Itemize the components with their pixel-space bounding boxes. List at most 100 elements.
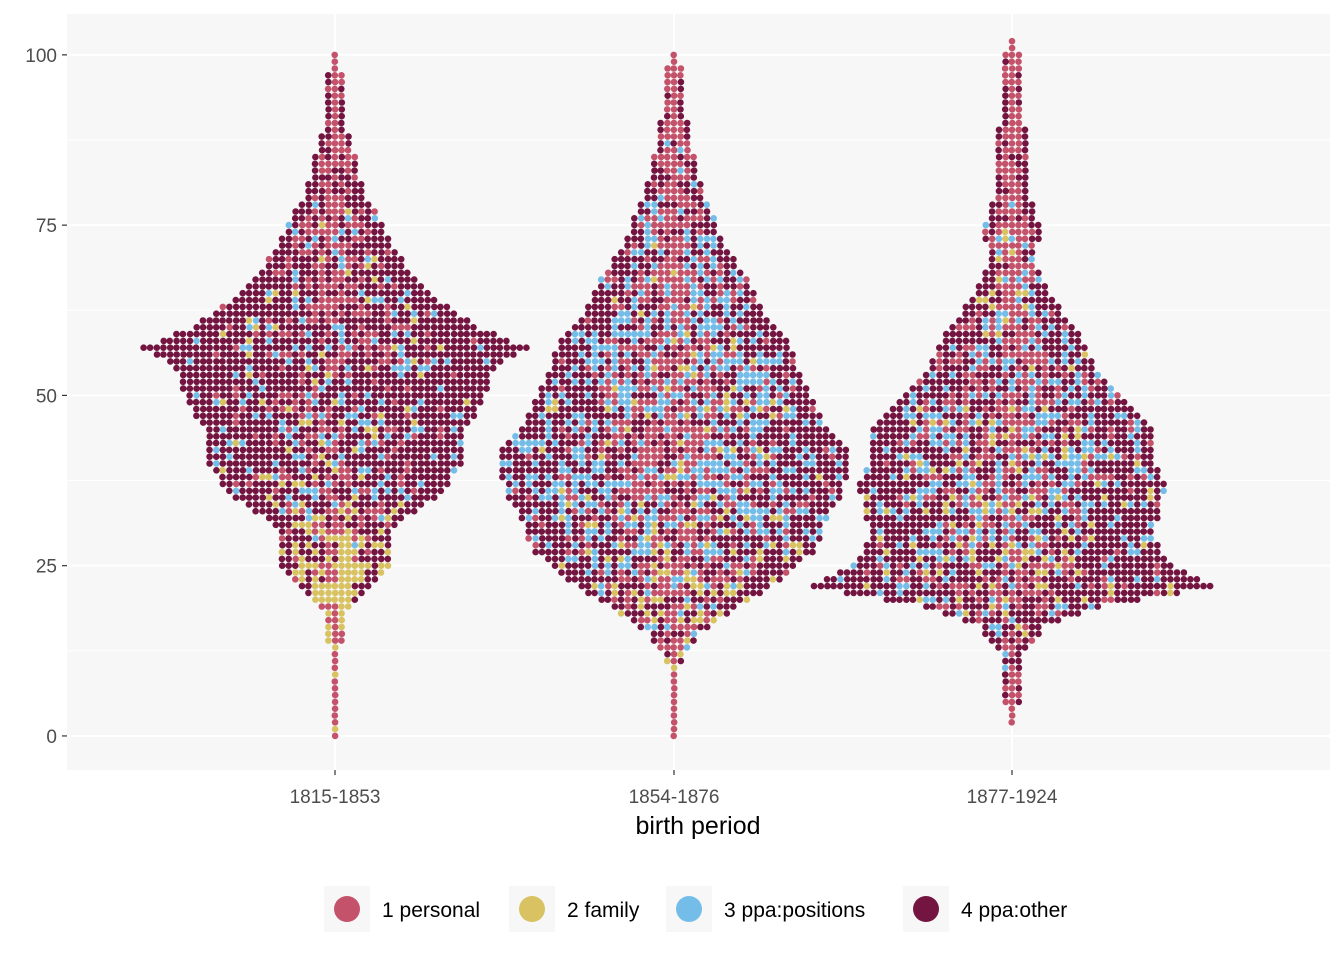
data-point (1147, 473, 1154, 481)
data-point (1081, 596, 1088, 603)
data-point (457, 446, 464, 454)
data-point (430, 296, 438, 304)
data-point (331, 235, 339, 243)
data-point (1008, 392, 1016, 399)
data-point (743, 405, 750, 413)
data-point (617, 501, 625, 508)
data-point (677, 541, 684, 549)
data-point (710, 358, 718, 365)
data-point (684, 562, 691, 569)
data-point (404, 378, 411, 386)
data-point (591, 378, 599, 386)
data-point (384, 317, 392, 324)
data-point (331, 351, 339, 358)
data-point (226, 385, 233, 392)
data-point (344, 160, 352, 168)
data-point (736, 589, 744, 597)
data-point (644, 616, 651, 624)
data-point (226, 487, 233, 495)
data-point (776, 337, 783, 345)
data-point (664, 140, 671, 147)
data-point (1061, 446, 1069, 454)
data-point (631, 569, 638, 576)
data-point (683, 303, 691, 311)
data-point (703, 480, 711, 488)
data-point (903, 405, 910, 413)
data-point (1054, 596, 1062, 603)
data-point (371, 324, 378, 331)
data-point (769, 576, 777, 583)
data-point (585, 337, 592, 345)
data-point (1022, 228, 1029, 236)
data-point (923, 494, 930, 501)
data-point (505, 453, 513, 461)
data-point (670, 521, 678, 529)
data-point (769, 501, 777, 508)
data-point (1048, 610, 1056, 617)
data-point (265, 269, 273, 277)
data-point (351, 364, 358, 372)
data-point (512, 439, 519, 447)
data-point (1074, 398, 1082, 406)
data-point (551, 405, 559, 413)
data-point (670, 85, 678, 93)
data-point (331, 650, 339, 658)
data-point (1021, 426, 1029, 433)
data-point (631, 487, 638, 495)
data-point (565, 439, 572, 447)
data-point (423, 453, 431, 461)
data-point (716, 610, 724, 617)
data-point (995, 194, 1002, 202)
data-point (358, 215, 365, 222)
data-point (331, 480, 339, 488)
data-point (729, 269, 737, 277)
data-point (344, 392, 352, 399)
data-point (756, 446, 763, 454)
data-point (519, 439, 526, 447)
data-point (364, 371, 372, 379)
data-point (206, 419, 213, 426)
data-point (1002, 364, 1009, 372)
data-point (193, 371, 200, 379)
data-point (929, 494, 937, 501)
data-point (410, 473, 418, 481)
data-point (298, 385, 306, 392)
data-point (351, 405, 359, 413)
data-point (1088, 535, 1095, 542)
data-point (696, 351, 704, 358)
data-point (1054, 460, 1062, 467)
data-point (338, 398, 345, 406)
data-point (1015, 623, 1022, 631)
data-point (677, 507, 685, 515)
data-point (756, 507, 764, 515)
data-point (962, 521, 969, 529)
data-point (357, 344, 365, 352)
data-point (942, 385, 950, 392)
data-point (298, 364, 306, 372)
data-point (962, 446, 969, 454)
data-point (1015, 371, 1023, 379)
data-point (378, 310, 385, 318)
data-point (331, 623, 339, 631)
data-point (975, 378, 983, 386)
data-point (252, 289, 260, 297)
data-point (558, 371, 566, 379)
data-point (489, 364, 497, 372)
data-point (312, 412, 319, 420)
data-point (565, 541, 572, 549)
data-point (782, 514, 790, 522)
data-point (1107, 426, 1115, 433)
data-point (318, 589, 325, 597)
data-point (657, 330, 665, 338)
data-point (776, 548, 783, 556)
data-point (258, 385, 266, 392)
data-point (351, 589, 358, 597)
data-point (585, 371, 592, 379)
data-point (670, 473, 678, 481)
data-point (591, 467, 598, 474)
data-point (975, 310, 983, 318)
data-point (756, 392, 763, 399)
data-point (683, 201, 691, 208)
data-point (697, 501, 704, 508)
data-point (624, 358, 631, 365)
